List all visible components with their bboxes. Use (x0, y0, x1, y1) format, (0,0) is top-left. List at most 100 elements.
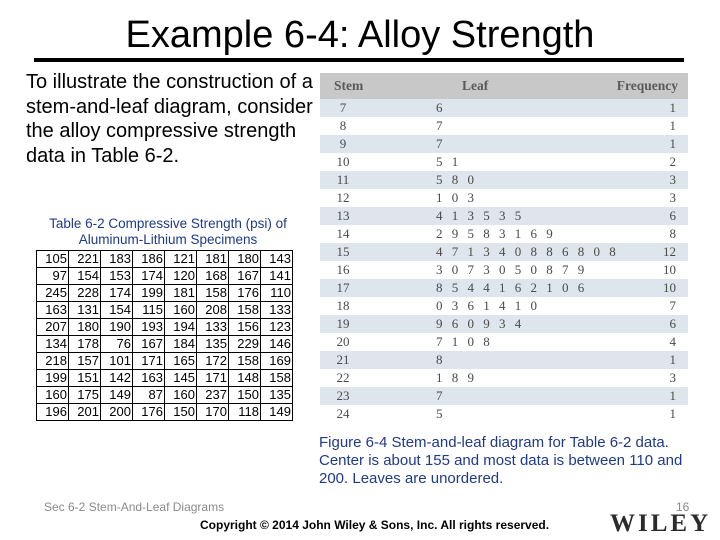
stem-value: 11 (336, 172, 350, 187)
stem-leaf-row: 14 2 9 5 8 3 1 6 9 8 (320, 225, 688, 243)
stem-leaf-row: 23 7 1 (320, 387, 688, 405)
frequency-value: 8 (669, 226, 677, 241)
table-cell: 154 (68, 267, 101, 285)
table-cell: 123 (260, 318, 293, 336)
frequency-value: 3 (669, 172, 677, 187)
frequency-value: 4 (669, 334, 677, 349)
table-cell: 149 (100, 386, 133, 404)
frequency-value: 10 (663, 280, 676, 295)
table-cell: 160 (36, 386, 69, 404)
table-cell: 150 (164, 403, 197, 421)
table-cell: 146 (260, 335, 293, 353)
stem-value: 7 (339, 100, 347, 115)
frequency-value: 1 (669, 352, 677, 367)
leaf-values: 2 9 5 8 3 1 6 9 (436, 226, 556, 241)
table-cell: 199 (132, 284, 165, 302)
stem-value: 17 (336, 280, 350, 295)
frequency-value: 2 (669, 154, 677, 169)
frequency-value: 1 (669, 118, 677, 133)
table-cell: 174 (100, 284, 133, 302)
table-cell: 76 (100, 335, 133, 353)
table-cell: 180 (228, 250, 261, 268)
table-cell: 151 (68, 369, 101, 387)
leaf-values: 8 (436, 352, 446, 367)
table-row: 245 228 174 199 181 158 176 110 (36, 284, 293, 302)
leaf-values: 5 (436, 406, 446, 421)
frequency-value: 6 (669, 316, 677, 331)
leaf-values: 5 8 0 (436, 172, 477, 187)
table-cell: 158 (260, 369, 293, 387)
table-cell: 110 (260, 284, 293, 302)
table-cell: 221 (68, 250, 101, 268)
table-cell: 154 (100, 301, 133, 319)
stem-value: 18 (336, 298, 350, 313)
table-6-2: Table 6-2 Compressive Strength (psi) of … (30, 210, 306, 421)
stem-value: 14 (336, 226, 350, 241)
table-cell: 157 (68, 352, 101, 370)
stem-and-leaf-diagram: Stem Leaf Frequency 7 6 1 8 7 1 9 7 1 10 5 1 2 11 5 8… (320, 73, 688, 423)
stem-value: 8 (339, 118, 347, 133)
stem-leaf-row: 22 1 8 9 3 (320, 369, 688, 387)
table-cell: 172 (196, 352, 229, 370)
table-cell: 200 (100, 403, 133, 421)
table-cell: 133 (260, 301, 293, 319)
compressive-strength-table: 105 221 183 186 121 181 180 143 97 154 153 174 120 16… (36, 250, 293, 421)
stem-leaf-row: 12 1 0 3 3 (320, 189, 688, 207)
leaf-values: 1 8 9 (436, 370, 477, 385)
table-row: 105 221 183 186 121 181 180 143 (36, 250, 293, 268)
stem-leaf-row: 17 8 5 4 4 1 6 2 1 0 6 10 (320, 279, 688, 297)
table-cell: 201 (68, 403, 101, 421)
stem-value: 12 (336, 190, 350, 205)
stem-leaf-row: 15 4 7 1 3 4 0 8 8 6 8 0 8 12 (320, 243, 688, 261)
table-cell: 207 (36, 318, 69, 336)
stem-leaf-row: 21 8 1 (320, 351, 688, 369)
stem-value: 10 (336, 154, 350, 169)
table-cell: 190 (100, 318, 133, 336)
leaf-values: 1 0 3 (436, 190, 477, 205)
table-cell: 134 (36, 335, 69, 353)
table-row: 207 180 190 193 194 133 156 123 (36, 318, 293, 336)
stem-leaf-row: 8 7 1 (320, 117, 688, 135)
table-row: 134 178 76 167 184 135 229 146 (36, 335, 293, 353)
table-cell: 196 (36, 403, 69, 421)
table-cell: 228 (68, 284, 101, 302)
table-cell: 237 (196, 386, 229, 404)
stem-leaf-row: 9 7 1 (320, 135, 688, 153)
table-cell: 180 (68, 318, 101, 336)
stem-value: 15 (336, 244, 350, 259)
table-cell: 158 (228, 352, 261, 370)
stem-leaf-row: 13 4 1 3 5 3 5 6 (320, 207, 688, 225)
stem-header: Stem (334, 78, 364, 93)
frequency-value: 10 (663, 262, 676, 277)
table-cell: 150 (228, 386, 261, 404)
leaf-values: 3 0 7 3 0 5 0 8 7 9 (436, 262, 588, 277)
stem-value: 20 (336, 334, 350, 349)
table-cell: 149 (260, 403, 293, 421)
table-cell: 167 (228, 267, 261, 285)
stem-value: 16 (336, 262, 350, 277)
table-row: 160 175 149 87 160 237 150 135 (36, 386, 293, 404)
table-6-2-caption: Table 6-2 Compressive Strength (psi) of … (49, 216, 287, 247)
table-row: 97 154 153 174 120 168 167 141 (36, 267, 293, 285)
table-cell: 171 (132, 352, 165, 370)
leaf-values: 4 1 3 5 3 5 (436, 208, 525, 223)
table-cell: 181 (164, 284, 197, 302)
stem-value: 19 (336, 316, 350, 331)
leaf-values: 0 3 6 1 4 1 0 (436, 298, 540, 313)
table-cell: 181 (196, 250, 229, 268)
leaf-values: 5 1 (436, 154, 462, 169)
leaf-values: 7 1 0 8 (436, 334, 493, 349)
table-cell: 118 (228, 403, 261, 421)
table-cell: 176 (132, 403, 165, 421)
table-cell: 160 (164, 386, 197, 404)
section-footer: Sec 6-2 Stem-And-Leaf Diagrams (44, 500, 225, 514)
table-cell: 160 (164, 301, 197, 319)
table-cell: 163 (36, 301, 69, 319)
leaf-values: 9 6 0 9 3 4 (436, 316, 525, 331)
table-cell: 115 (132, 301, 165, 319)
frequency-value: 1 (669, 406, 677, 421)
stem-value: 21 (336, 352, 350, 367)
table-cell: 143 (260, 250, 293, 268)
leaf-header: Leaf (462, 78, 489, 93)
table-cell: 133 (196, 318, 229, 336)
